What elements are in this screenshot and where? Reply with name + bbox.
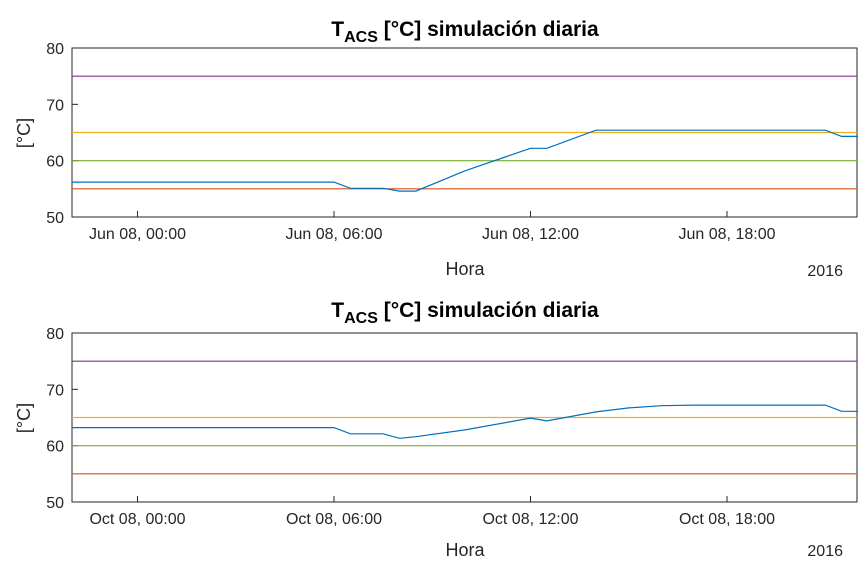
- temperature-series-line: [72, 129, 858, 192]
- temperature-series-line: [72, 404, 858, 439]
- ylabel-jun: [°C]: [14, 118, 34, 148]
- x-tick-label: Jun 08, 12:00: [482, 226, 579, 243]
- y-tick-label: 70: [46, 97, 64, 114]
- chart-panel-oct: TACS [°C] simulación diaria 50 60 70 80 Oct …: [14, 299, 858, 560]
- year-label-jun: 2016: [807, 263, 843, 280]
- year-label-oct: 2016: [807, 543, 843, 560]
- y-tick-label: 60: [46, 154, 64, 171]
- xlabel-oct: Hora: [445, 540, 485, 560]
- x-tick-label: Oct 08, 00:00: [89, 511, 185, 528]
- y-tick-label: 50: [46, 495, 64, 512]
- y-tick-label: 80: [46, 41, 64, 58]
- y-tick-label: 70: [46, 382, 64, 399]
- x-tick-label: Oct 08, 06:00: [286, 511, 382, 528]
- plot-area-oct: 50 60 70 80 Oct 08, 00:00 Oct 08, 06:00 Oct 08…: [46, 326, 858, 528]
- y-tick-label: 50: [46, 210, 64, 227]
- x-tick-label: Oct 08, 18:00: [679, 511, 775, 528]
- x-tick-label: Jun 08, 06:00: [286, 226, 383, 243]
- chart-panel-jun: TACS [°C] simulación diaria 50 60 70 80 Jun …: [14, 18, 858, 280]
- xlabel-jun: Hora: [445, 259, 485, 279]
- chart-title-jun: TACS [°C] simulación diaria: [331, 18, 599, 46]
- y-tick-label: 80: [46, 326, 64, 343]
- ylabel-oct: [°C]: [14, 403, 34, 433]
- x-tick-label: Oct 08, 12:00: [482, 511, 578, 528]
- y-tick-label: 60: [46, 439, 64, 456]
- chart-title-oct: TACS [°C] simulación diaria: [331, 299, 599, 327]
- x-tick-label: Jun 08, 00:00: [89, 226, 186, 243]
- x-tick-label: Jun 08, 18:00: [679, 226, 776, 243]
- plot-area-jun: 50 60 70 80 Jun 08, 00:00 Jun 08, 06:00 Jun 08…: [46, 41, 858, 243]
